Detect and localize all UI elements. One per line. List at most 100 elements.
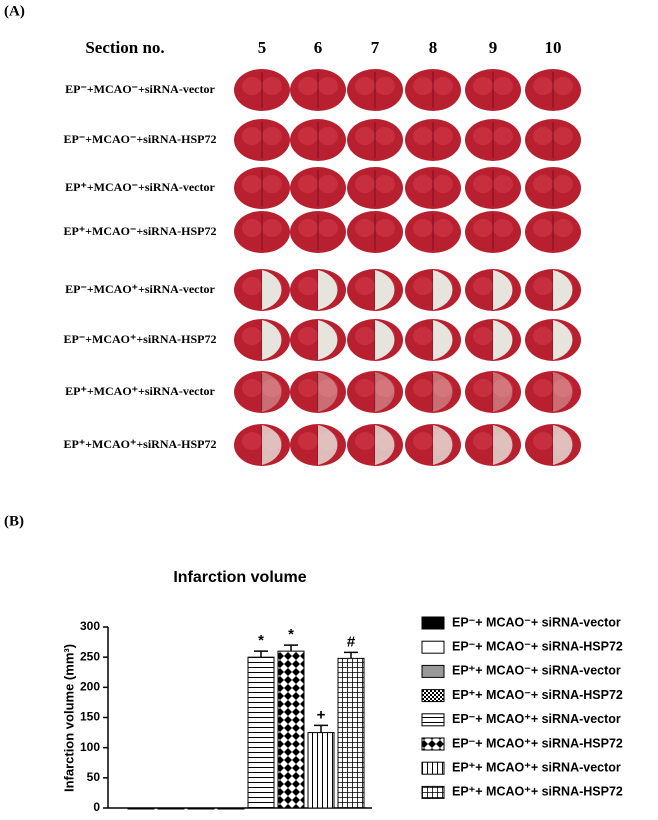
- legend-swatch: [421, 616, 445, 630]
- legend-swatch: [421, 761, 445, 775]
- infarct-area: [553, 320, 573, 360]
- legend-label: EP⁺+ MCAO⁻+ siRNA-HSP72: [452, 688, 623, 702]
- brain-highlight: [318, 219, 338, 237]
- brain-highlight: [242, 127, 262, 145]
- infarct-area: [262, 425, 282, 465]
- brain-highlight: [355, 432, 375, 450]
- brain-highlight: [533, 127, 553, 145]
- infarct-area: [375, 320, 395, 360]
- brain-highlight: [355, 379, 375, 397]
- legend-swatch: [421, 664, 445, 678]
- brain-highlight: [318, 379, 338, 397]
- legend-swatch: [421, 737, 445, 751]
- brain-highlight: [433, 175, 453, 193]
- row-label: EP⁺+MCAO⁻+siRNA-vector: [65, 180, 215, 194]
- error-bar: [344, 651, 358, 659]
- row-label: EP⁺+MCAO⁺+siRNA-HSP72: [63, 437, 216, 451]
- infarct-area: [318, 425, 338, 465]
- brain-highlight: [262, 77, 282, 95]
- infarct-area: [553, 270, 573, 310]
- infarct-area: [318, 372, 338, 412]
- brain-highlight: [413, 432, 433, 450]
- error-bar: [254, 650, 268, 658]
- bar: [337, 657, 365, 809]
- brain-highlight: [355, 175, 375, 193]
- row-label: EP⁻+MCAO⁻+siRNA-HSP72: [63, 132, 216, 146]
- infarct-area: [375, 372, 395, 412]
- legend-swatch: [421, 689, 445, 703]
- significance-mark: *: [288, 626, 294, 643]
- brain-highlight: [553, 219, 573, 237]
- brain-highlight: [242, 175, 262, 193]
- y-tick-label: 50: [87, 770, 101, 784]
- brain-highlight: [433, 219, 453, 237]
- brain-highlight: [433, 127, 453, 145]
- brain-highlight: [242, 379, 262, 397]
- legend-label: EP⁻+ MCAO⁺+ siRNA-HSP72: [452, 736, 623, 750]
- brain-highlight: [242, 327, 262, 345]
- chart-title: Infarction volume: [173, 569, 306, 586]
- brain-highlight: [433, 77, 453, 95]
- y-tick-label: 100: [80, 740, 100, 754]
- bar: [127, 807, 155, 810]
- brain-highlight: [553, 379, 573, 397]
- brain-highlight: [473, 327, 493, 345]
- y-tick-label: 0: [93, 800, 100, 814]
- y-axis-label: Infarction volume (mm³): [61, 644, 76, 792]
- brain-highlight: [298, 175, 318, 193]
- brain-highlight: [473, 379, 493, 397]
- infarct-area: [553, 425, 573, 465]
- brain-highlight: [262, 175, 282, 193]
- brain-highlight: [413, 175, 433, 193]
- brain-highlight: [493, 379, 513, 397]
- legend-label: EP⁻+ MCAO⁺+ siRNA-vector: [452, 712, 621, 726]
- section-number: 7: [371, 38, 380, 57]
- brain-highlight: [318, 77, 338, 95]
- brain-highlight: [355, 77, 375, 95]
- bar: [187, 807, 215, 810]
- significance-mark: *: [258, 632, 264, 649]
- panel-label: (A): [4, 3, 25, 19]
- significance-mark: #: [347, 633, 356, 650]
- row-label: EP⁻+MCAO⁻+siRNA-vector: [65, 82, 215, 96]
- brain-highlight: [375, 219, 395, 237]
- row-label: EP⁻+MCAO⁺+siRNA-vector: [65, 282, 215, 296]
- brain-highlight: [375, 77, 395, 95]
- brain-highlight: [262, 379, 282, 397]
- brain-highlight: [413, 327, 433, 345]
- brain-highlight: [298, 127, 318, 145]
- infarct-area: [262, 372, 282, 412]
- brain-highlight: [473, 175, 493, 193]
- brain-highlight: [533, 175, 553, 193]
- brain-highlight: [298, 432, 318, 450]
- legend-label: EP⁺+ MCAO⁺+ siRNA-vector: [452, 760, 621, 774]
- legend-label: EP⁻+ MCAO⁻+ siRNA-HSP72: [452, 639, 623, 653]
- infarct-area: [493, 270, 513, 310]
- brain-highlight: [473, 277, 493, 295]
- section-number: 10: [545, 38, 562, 57]
- brain-highlight: [433, 379, 453, 397]
- brain-highlight: [242, 277, 262, 295]
- brain-highlight: [493, 77, 513, 95]
- y-tick-label: 200: [80, 680, 100, 694]
- bar: [277, 650, 305, 809]
- brain-highlight: [242, 219, 262, 237]
- section-number: 8: [429, 38, 438, 57]
- brain-highlight: [262, 127, 282, 145]
- error-bar: [314, 724, 328, 733]
- panel-label: (B): [4, 513, 24, 529]
- brain-highlight: [533, 277, 553, 295]
- brain-highlight: [318, 175, 338, 193]
- brain-highlight: [375, 379, 395, 397]
- brain-highlight: [318, 127, 338, 145]
- infarct-area: [493, 425, 513, 465]
- row-label: EP⁻+MCAO⁺+siRNA-HSP72: [63, 332, 216, 346]
- bar: [157, 807, 185, 810]
- y-tick-label: 150: [80, 710, 100, 724]
- brain-highlight: [493, 175, 513, 193]
- brain-highlight: [553, 77, 573, 95]
- brain-highlight: [413, 219, 433, 237]
- infarct-area: [262, 270, 282, 310]
- brain-highlight: [473, 432, 493, 450]
